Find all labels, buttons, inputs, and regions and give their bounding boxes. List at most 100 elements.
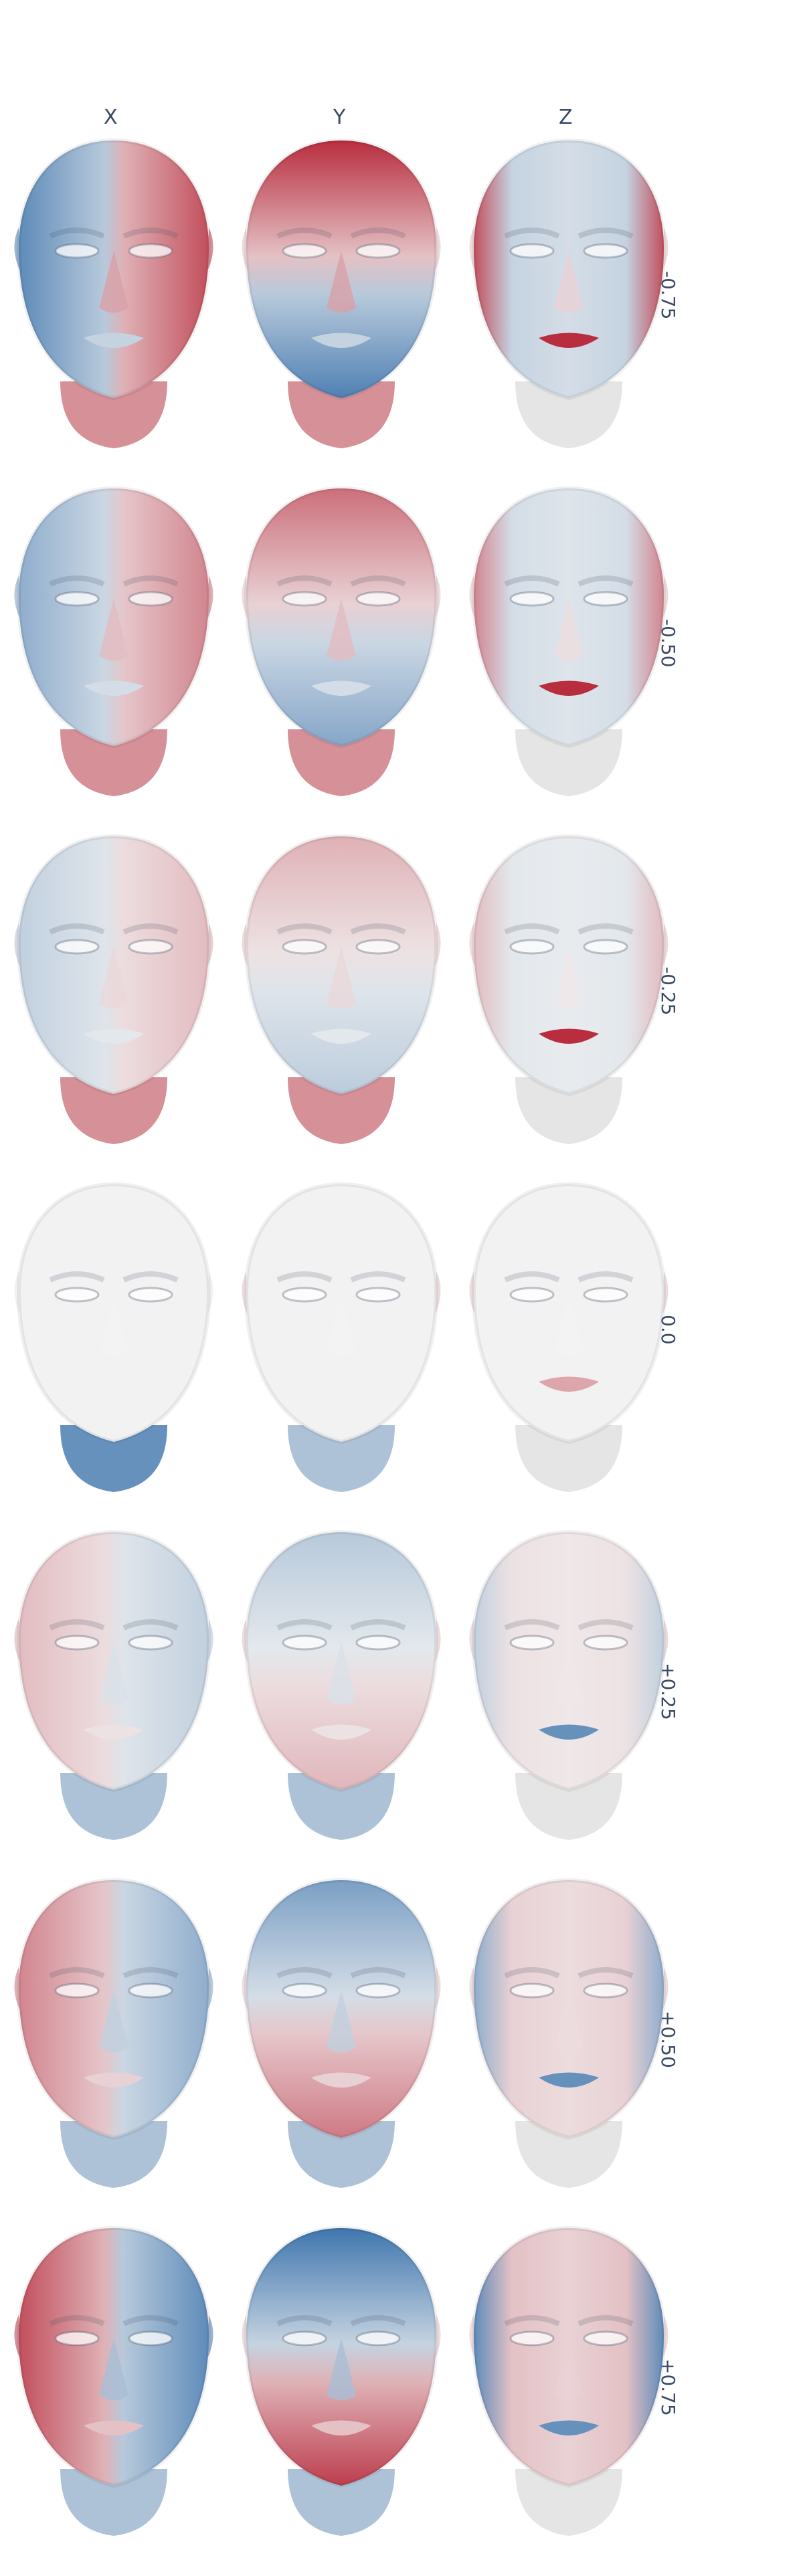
neck-shape: [515, 2469, 622, 2536]
row-label: +0.50: [657, 2011, 679, 2068]
left-ear-shape: [469, 923, 475, 967]
right-eye-shape: [355, 591, 401, 607]
right-brow-shape: [350, 2315, 406, 2326]
head-outline: [16, 1877, 211, 2140]
left-brow-shape: [49, 1271, 105, 1283]
nose-shape: [99, 1643, 128, 1705]
nose-shape: [99, 599, 128, 661]
mouth-shape: [84, 1028, 144, 1044]
right-ear-shape: [207, 2315, 213, 2359]
neck-shape: [288, 2121, 395, 2188]
mouth-shape: [84, 2420, 144, 2435]
row-label: +0.25: [657, 1663, 679, 1720]
right-ear-shape: [662, 1967, 668, 2011]
column-header-z: Z: [559, 106, 573, 129]
neck-shape: [288, 729, 395, 796]
left-ear-shape: [14, 1619, 20, 1663]
right-eye-shape: [355, 939, 401, 955]
face-y-row-1: [242, 138, 441, 448]
neck-shape: [515, 729, 622, 796]
right-brow-shape: [122, 1967, 179, 1979]
face-z-row-5: [469, 1530, 668, 1840]
left-brow-shape: [276, 575, 333, 587]
column-header-y: Y: [333, 106, 346, 129]
row-label: -0.75: [657, 271, 679, 320]
head-outline: [16, 1182, 211, 1445]
left-eye-shape: [54, 1983, 100, 1999]
left-brow-shape: [49, 1967, 105, 1979]
left-brow-shape: [49, 575, 105, 587]
neck-shape: [60, 1077, 167, 1144]
left-eye-shape: [282, 591, 327, 607]
right-brow-shape: [577, 227, 634, 239]
left-eye-shape: [509, 2330, 555, 2347]
face-x-row-4: [14, 1182, 213, 1492]
right-ear-shape: [435, 1619, 441, 1663]
right-eye-shape: [128, 591, 173, 607]
face-x-row-3: [14, 834, 213, 1144]
right-brow-shape: [122, 227, 179, 239]
right-brow-shape: [122, 923, 179, 935]
right-ear-shape: [207, 227, 213, 271]
left-eye-shape: [509, 1635, 555, 1651]
face-x-row-6: [14, 1877, 213, 2188]
mouth-shape: [84, 1376, 144, 1392]
face-y-row-7: [242, 2225, 441, 2536]
nose-shape: [327, 1295, 356, 1357]
face-y-row-2: [242, 486, 441, 796]
face-x-row-5: [14, 1530, 213, 1840]
head-outline: [244, 138, 439, 401]
left-ear-shape: [469, 1967, 475, 2011]
face-y-row-6: [242, 1877, 441, 2188]
face-z-row-7: [469, 2225, 668, 2536]
right-eye-shape: [583, 939, 628, 955]
left-eye-shape: [282, 939, 327, 955]
left-eye-shape: [54, 939, 100, 955]
nose-shape: [99, 1991, 128, 2053]
right-brow-shape: [122, 2315, 179, 2326]
mouth-shape: [539, 1724, 599, 1740]
head-outline: [16, 486, 211, 749]
left-brow-shape: [276, 227, 333, 239]
right-brow-shape: [122, 1619, 179, 1631]
neck-shape: [60, 729, 167, 796]
right-ear-shape: [435, 2315, 441, 2359]
mouth-shape: [539, 333, 599, 348]
mouth-shape: [311, 2420, 371, 2435]
head-outline: [471, 138, 666, 401]
left-brow-shape: [276, 1967, 333, 1979]
mouth-shape: [84, 1724, 144, 1740]
right-eye-shape: [583, 1287, 628, 1303]
mouth-shape: [311, 1376, 371, 1392]
right-eye-shape: [128, 939, 173, 955]
left-eye-shape: [54, 1287, 100, 1303]
head-outline: [16, 1530, 211, 1792]
left-brow-shape: [504, 1619, 560, 1631]
mouth-shape: [311, 1724, 371, 1740]
left-brow-shape: [276, 923, 333, 935]
left-brow-shape: [276, 1271, 333, 1283]
right-ear-shape: [207, 575, 213, 619]
neck-shape: [288, 1425, 395, 1492]
right-ear-shape: [662, 1619, 668, 1663]
mouth-shape: [539, 2420, 599, 2435]
left-eye-shape: [54, 2330, 100, 2347]
left-eye-shape: [509, 243, 555, 259]
right-eye-shape: [128, 1983, 173, 1999]
right-brow-shape: [350, 1619, 406, 1631]
mouth-shape: [539, 1376, 599, 1392]
neck-shape: [60, 1425, 167, 1492]
neck-shape: [60, 1773, 167, 1840]
head-outline: [471, 2225, 666, 2488]
left-eye-shape: [54, 243, 100, 259]
head-outline: [16, 834, 211, 1097]
face-x-row-1: [14, 138, 213, 448]
left-ear-shape: [14, 575, 20, 619]
left-eye-shape: [282, 1635, 327, 1651]
nose-shape: [327, 251, 356, 313]
left-brow-shape: [504, 2315, 560, 2326]
left-eye-shape: [509, 1287, 555, 1303]
nose-shape: [554, 1991, 584, 2053]
left-brow-shape: [49, 1619, 105, 1631]
right-eye-shape: [128, 1287, 173, 1303]
